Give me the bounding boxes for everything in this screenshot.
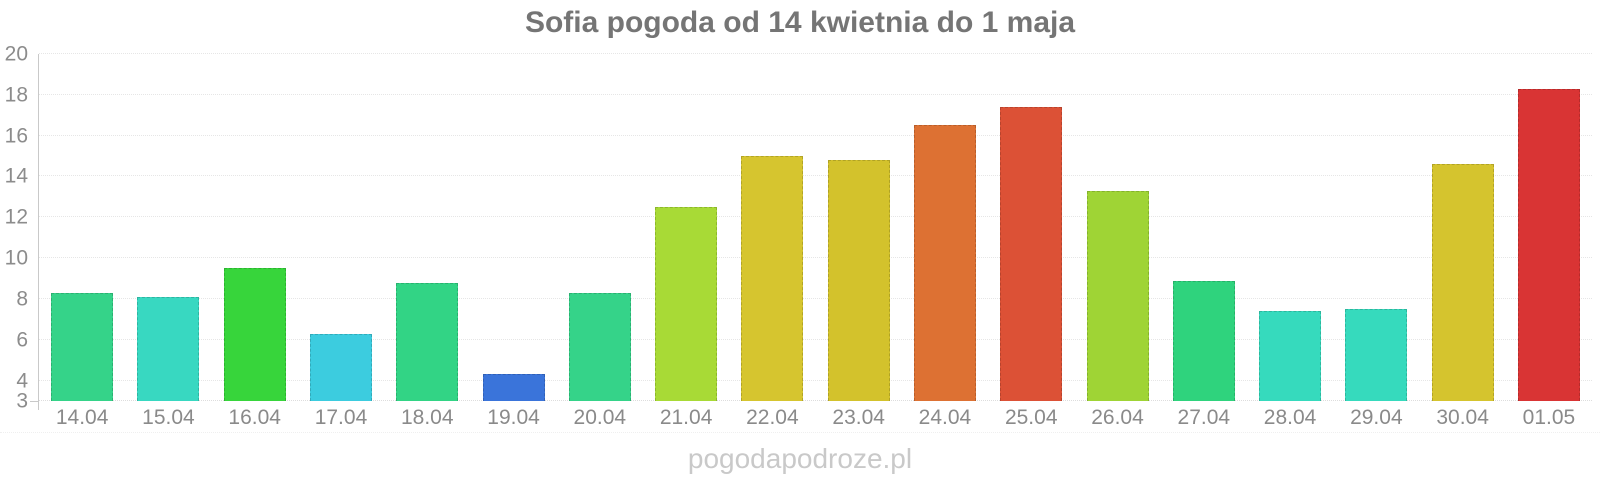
x-axis-label-15.04: 15.04: [142, 406, 195, 429]
temperature-bar-14.04: [51, 292, 114, 401]
temperature-bar-20.04: [568, 292, 631, 401]
temperature-bar-26.04: [1086, 190, 1149, 401]
gridline-6: [39, 338, 1592, 340]
bars-layer: [39, 54, 1592, 401]
y-axis-tick-label-18: 18: [4, 83, 28, 107]
gridline-14: [39, 175, 1592, 177]
bar-slot-24.04: [902, 54, 988, 401]
temperature-bar-27.04: [1172, 280, 1235, 401]
bar-slot-23.04: [816, 54, 902, 401]
x-axis-label-14.04: 14.04: [55, 406, 109, 429]
temperature-bar-01.05: [1517, 88, 1580, 401]
y-axis-tick-label-8: 8: [16, 287, 28, 311]
y-axis-tick-label-4: 4: [16, 369, 28, 393]
temperature-bar-16.04: [223, 268, 286, 401]
x-axis-label-30.04: 30.04: [1436, 406, 1489, 429]
temperature-bar-15.04: [137, 296, 200, 401]
y-axis-baseline-tick: [30, 401, 38, 402]
bar-slot-25.04: [988, 54, 1074, 401]
gridline-20: [39, 53, 1592, 54]
y-axis-tick-label-3: 3: [16, 389, 28, 413]
y-axis-line: [38, 54, 39, 410]
bar-slot-20.04: [557, 54, 643, 401]
bar-slot-27.04: [1161, 54, 1247, 401]
gridline-8: [39, 297, 1592, 299]
x-axis-label-21.04: 21.04: [659, 406, 713, 429]
temperature-bar-17.04: [309, 333, 372, 401]
temperature-bar-18.04: [396, 282, 459, 401]
bar-slot-16.04: [212, 54, 298, 401]
watermark: pogodapodroze.pl: [687, 443, 913, 474]
y-axis-tick-label-6: 6: [16, 328, 28, 352]
x-axis-labels: 14.04 15.04 16.04 17.04 18.04 19.04 20.04 21.04…: [39, 406, 1592, 430]
x-axis-label-18.04: 18.04: [400, 406, 454, 429]
y-axis-tick-label-16: 16: [4, 124, 28, 148]
temperature-bar-19.04: [482, 374, 545, 401]
bar-slot-19.04: [470, 54, 556, 401]
gridline-10: [39, 257, 1592, 259]
temperature-bar-25.04: [1000, 107, 1063, 401]
y-axis-tick-label-20: 20: [4, 42, 28, 66]
x-axis-label-26.04: 26.04: [1091, 406, 1144, 429]
bar-slot-01.05: [1506, 54, 1592, 401]
gridline-18: [39, 93, 1592, 95]
x-axis-label-23.04: 23.04: [832, 406, 885, 429]
x-axis-label-28.04: 28.04: [1263, 406, 1317, 429]
x-axis-label-19.04: 19.04: [487, 406, 540, 429]
bar-slot-26.04: [1074, 54, 1160, 401]
temperature-bar-24.04: [913, 125, 976, 401]
x-axis-label-16.04: 16.04: [228, 406, 281, 429]
bar-slot-15.04: [125, 54, 211, 401]
plot-area: [39, 53, 1592, 401]
y-axis-labels: 20 18 16 14 12 10 8 6 4 3: [0, 44, 32, 412]
temperature-bar-30.04: [1431, 164, 1494, 401]
temperature-bar-28.04: [1259, 311, 1322, 401]
gridline-12: [39, 216, 1592, 218]
y-axis-tick-label-12: 12: [4, 205, 28, 229]
x-axis-label-01.05: 01.05: [1522, 406, 1576, 429]
x-axis-label-24.04: 24.04: [918, 406, 972, 429]
x-axis-label-29.04: 29.04: [1350, 406, 1403, 429]
bar-slot-14.04: [39, 54, 125, 401]
x-axis-label-25.04: 25.04: [1004, 406, 1058, 429]
bar-slot-21.04: [643, 54, 729, 401]
x-axis-label-20.04: 20.04: [573, 406, 627, 429]
x-axis-label-17.04: 17.04: [314, 406, 368, 429]
x-axis-label-27.04: 27.04: [1177, 406, 1231, 429]
bar-slot-28.04: [1247, 54, 1333, 401]
temperature-bar-23.04: [827, 160, 890, 401]
y-axis-tick-label-10: 10: [4, 246, 28, 270]
bar-slot-30.04: [1420, 54, 1506, 401]
chart-title: Sofia pogoda od 14 kwietnia do 1 maja: [524, 6, 1076, 39]
y-axis-tick-label-14: 14: [4, 164, 28, 188]
temperature-bar-29.04: [1345, 309, 1408, 401]
bar-slot-18.04: [384, 54, 470, 401]
gridline-3: [39, 400, 1592, 401]
bar-slot-22.04: [729, 54, 815, 401]
temperature-bar-21.04: [655, 207, 718, 401]
bar-slot-29.04: [1333, 54, 1419, 401]
bar-slot-17.04: [298, 54, 384, 401]
chart-bottom-edge: [0, 432, 1600, 433]
temperature-bar-22.04: [741, 156, 804, 401]
gridline-16: [39, 134, 1592, 136]
x-axis-label-22.04: 22.04: [746, 406, 799, 429]
gridline-4: [39, 379, 1592, 381]
